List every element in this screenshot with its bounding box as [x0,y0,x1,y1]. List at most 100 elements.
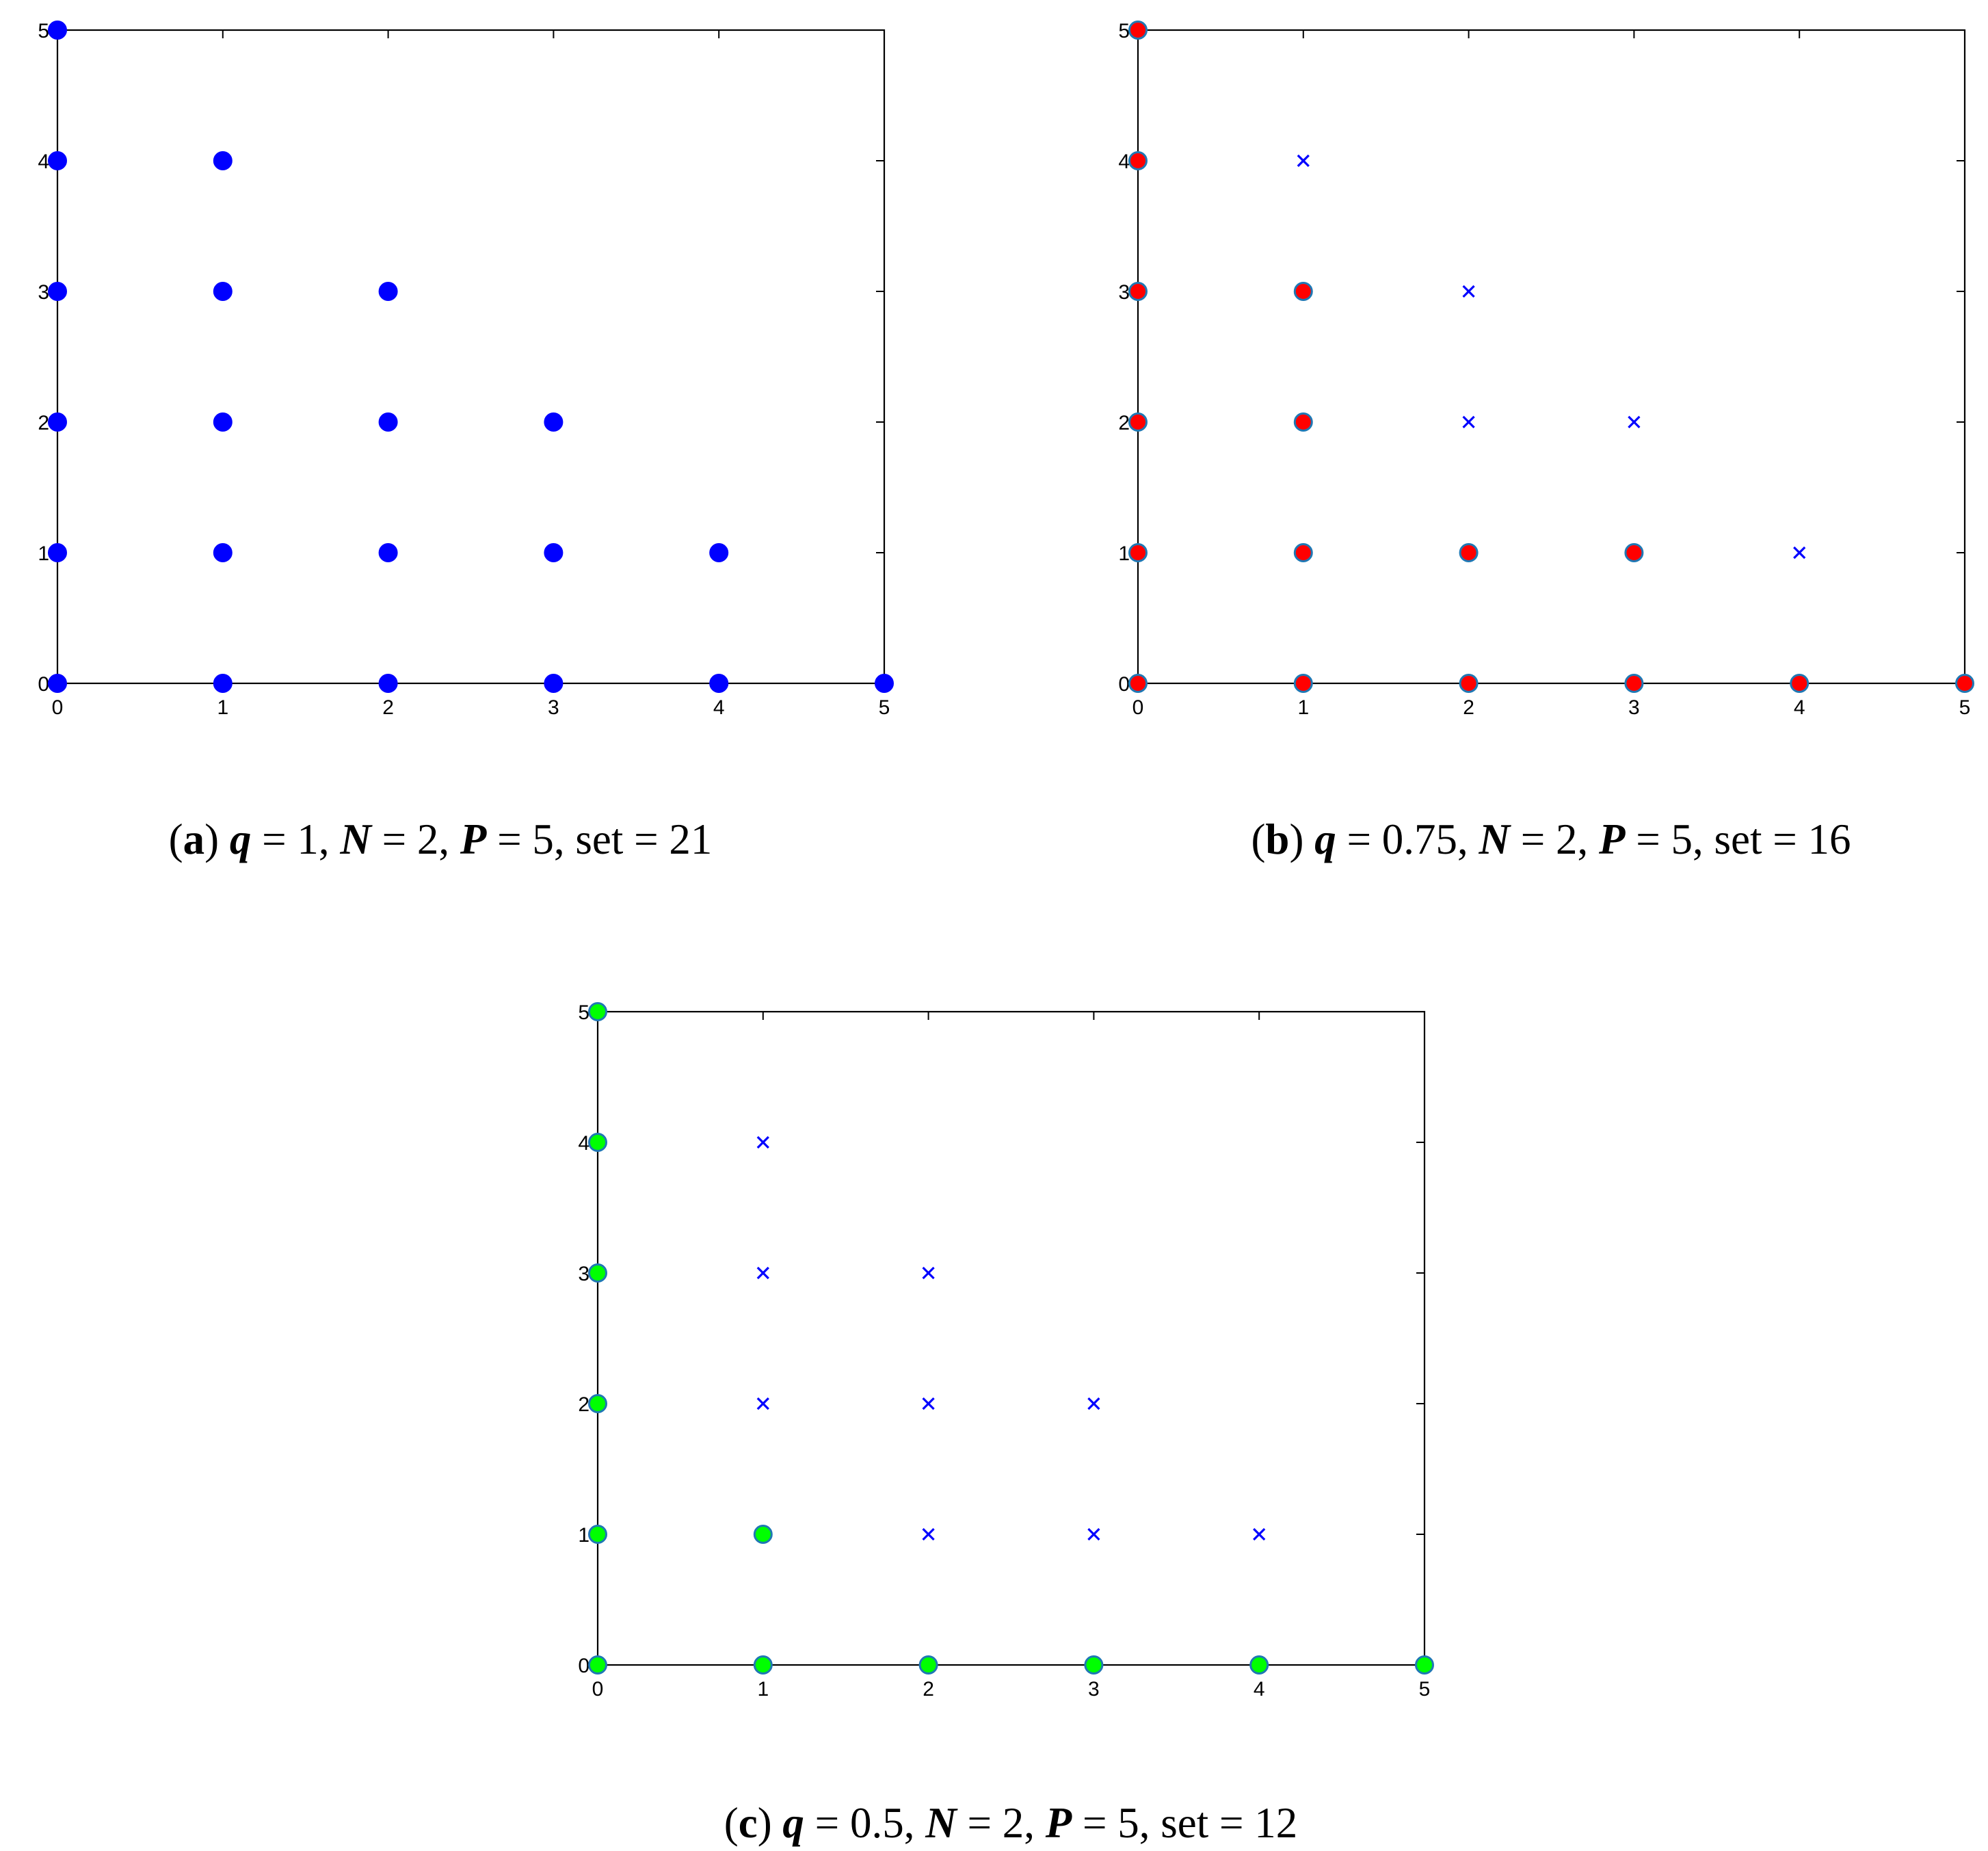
caption-label: b [1265,815,1289,863]
caption-q-value: = 0.75, [1336,815,1479,863]
caption-q-value: = 1, [251,815,340,863]
x-tick-label: 0 [592,1678,604,1701]
data-point [48,412,67,432]
x-tick-label: 4 [713,696,725,719]
caption-q-symbol: q [1314,815,1336,863]
caption-paren: ) [1289,815,1314,863]
caption-set: set = 12 [1161,1799,1297,1847]
data-point-cross [1462,415,1475,429]
caption-paren: ( [169,815,183,863]
caption-q-value: = 0.5, [804,1799,925,1847]
data-point [378,412,398,432]
caption-label: a [183,815,205,863]
y-tick-label: 0 [1118,673,1130,696]
data-point [588,1655,607,1675]
data-point [213,543,233,562]
data-point-cross [922,1266,935,1280]
data-point [1128,151,1148,170]
plot-frame [1137,29,1966,685]
x-tick-label: 2 [382,696,394,719]
x-tick-label: 1 [757,1678,769,1701]
x-tick-label: 3 [1628,696,1640,719]
y-tick-label: 1 [578,1524,589,1547]
y-tick-label: 2 [38,412,49,434]
data-point [1790,674,1810,693]
caption-set: set = 16 [1714,815,1851,863]
data-point [544,412,564,432]
x-tick-label: 5 [1419,1678,1431,1701]
y-tick-label: 4 [1118,150,1130,173]
data-point [1459,543,1479,562]
panel-caption: (a) q = 1, N = 2, P = 5, set = 21 [169,815,713,863]
caption-n-symbol: N [925,1799,958,1847]
cross-stroke [922,1266,935,1280]
caption-p-symbol: P [1045,1799,1072,1847]
caption-p-value: = 5, [1626,815,1714,863]
y-tick-label: 2 [578,1393,589,1416]
data-point [588,1133,607,1152]
plot-frame [596,1010,1426,1666]
caption-label: c [739,1799,758,1847]
data-point [1128,21,1148,40]
data-point [48,543,67,562]
caption-paren: ( [1251,815,1265,863]
panel-caption: (c) q = 0.5, N = 2, P = 5, set = 12 [724,1799,1298,1847]
data-point [1128,543,1148,562]
cross-stroke [1462,285,1475,298]
data-point [1459,674,1479,693]
x-tick-label: 4 [1254,1678,1265,1701]
data-point [378,282,398,301]
data-point [753,1655,773,1675]
caption-n-value: = 2, [1510,815,1599,863]
caption-n-symbol: N [339,815,373,863]
caption-paren: ) [758,1799,783,1847]
cross-stroke [1087,1527,1100,1541]
data-point [588,1002,607,1021]
caption-p-symbol: P [1598,815,1626,863]
panel-caption: (b) q = 0.75, N = 2, P = 5, set = 16 [1251,815,1851,863]
x-tick-label: 1 [1297,696,1309,719]
data-point-cross [922,1397,935,1410]
cross-stroke [756,1135,769,1149]
plot-frame [56,29,886,685]
data-point [1128,674,1148,693]
data-point-cross [1793,546,1806,560]
y-tick-label: 3 [1118,281,1130,304]
data-point [544,543,564,562]
cross-stroke [1628,415,1641,429]
data-point-cross [756,1135,769,1149]
chart-panel-a: 0 1 2 3 4 5 0 1 2 3 4 5 (a) q = 1, N = 2, P = 5, set… [38,20,894,863]
y-tick-label: 4 [578,1132,589,1155]
data-point [1293,412,1313,432]
cross-stroke [756,1266,769,1280]
data-point [378,674,398,693]
data-point [1249,1655,1269,1675]
y-tick-label: 5 [1118,20,1130,42]
caption-q-symbol: q [782,1799,804,1847]
caption-n-value: = 2, [371,815,460,863]
x-tick-label: 0 [52,696,64,719]
x-tick-label: 4 [1794,696,1805,719]
data-point [1128,412,1148,432]
y-tick-label: 0 [38,673,49,696]
y-tick-label: 3 [578,1263,589,1285]
data-point [1955,674,1974,693]
cross-stroke [922,1397,935,1410]
data-point [709,543,729,562]
data-point [1293,543,1313,562]
data-point [48,674,67,693]
data-point-cross [756,1397,769,1410]
data-point-cross [756,1266,769,1280]
data-point [1624,543,1644,562]
data-point [875,674,894,693]
caption-p-symbol: P [460,815,487,863]
y-tick-label: 0 [578,1655,589,1677]
y-tick-label: 4 [38,150,49,173]
data-point [378,543,398,562]
x-tick-label: 0 [1132,696,1144,719]
data-point [213,151,233,170]
cross-stroke [1462,415,1475,429]
data-point [588,1263,607,1283]
data-point-cross [1462,285,1475,298]
